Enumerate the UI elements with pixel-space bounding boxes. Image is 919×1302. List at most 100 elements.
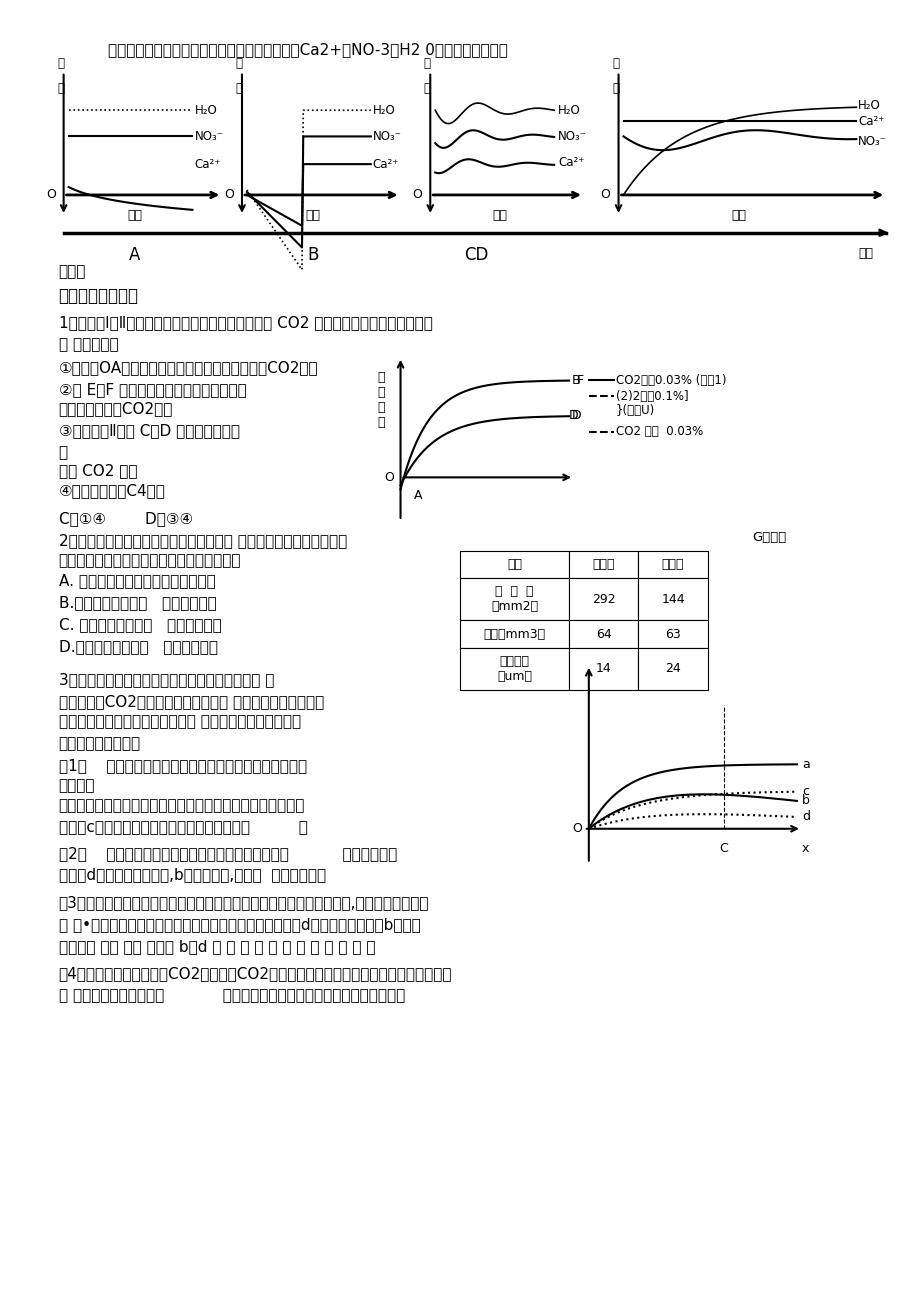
Text: 吸: 吸 bbox=[424, 57, 430, 70]
Text: 工程: 工程 bbox=[506, 559, 521, 572]
Bar bbox=[638, 578, 707, 620]
Text: 144: 144 bbox=[661, 592, 684, 605]
Text: 吸: 吸 bbox=[611, 57, 618, 70]
Bar bbox=[638, 620, 707, 648]
Text: O: O bbox=[46, 189, 56, 202]
Text: H₂O: H₂O bbox=[194, 104, 217, 117]
Text: 收: 收 bbox=[235, 82, 243, 95]
Text: 越 大•若右图表示叶面积（横坐标表示）与光合作用（曲线d）和呼吸用（曲线b）两个: 越 大•若右图表示叶面积（横坐标表示）与光合作用（曲线d）和呼吸用（曲线b）两个 bbox=[59, 918, 420, 932]
Text: 时间: 时间 bbox=[128, 208, 142, 221]
Text: （4）如果右图横坐标代表CO2的含量，CO2的含量影响光合作用主要是影响的产生，此时: （4）如果右图横坐标代表CO2的含量，CO2的含量影响光合作用主要是影响的产生，… bbox=[59, 966, 451, 980]
Text: NO₃⁻: NO₃⁻ bbox=[372, 130, 402, 143]
Text: B: B bbox=[572, 374, 580, 387]
Text: 光照强度、CO2的含量，温度等；其内 部因素有酶的活性、色: 光照强度、CO2的含量，温度等；其内 部因素有酶的活性、色 bbox=[59, 694, 323, 708]
Text: 是（）: 是（） bbox=[59, 264, 86, 280]
Text: Ca²⁺: Ca²⁺ bbox=[372, 158, 399, 171]
Text: 时间: 时间 bbox=[731, 208, 745, 221]
Text: 光
合
速
率: 光 合 速 率 bbox=[377, 371, 384, 430]
Text: D.乙型叶生长在夏季   增强蒸腾作用: D.乙型叶生长在夏季 增强蒸腾作用 bbox=[59, 639, 218, 654]
Text: O: O bbox=[384, 471, 394, 484]
Bar bbox=[460, 648, 568, 690]
Text: F: F bbox=[576, 374, 584, 387]
Text: 因素回答下列问题：: 因素回答下列问题： bbox=[59, 737, 141, 751]
Text: ④植物很可能是C4植物: ④植物很可能是C4植物 bbox=[59, 483, 165, 499]
Text: B: B bbox=[307, 246, 319, 263]
Text: C: C bbox=[719, 841, 728, 854]
Text: 素的数量、五碳化合物的含量等。 根据右图影响光合作用的: 素的数量、五碳化合物的含量等。 根据右图影响光合作用的 bbox=[59, 715, 301, 729]
Text: 不同的植物，其叶型数据如下表。试推断（）: 不同的植物，其叶型数据如下表。试推断（） bbox=[59, 553, 241, 569]
Text: 63: 63 bbox=[664, 628, 680, 641]
Text: 重要生理 过程 的关 系，则 b、d 两 条 曲 线 所 围 成 的 部 分 表 示: 重要生理 过程 的关 系，则 b、d 两 条 曲 线 所 围 成 的 部 分 表… bbox=[59, 939, 375, 954]
Text: c: c bbox=[801, 785, 808, 798]
Text: 内 部限制性因素最可能是            。显微镜下观察某植物叶的横切片，发现维管: 内 部限制性因素最可能是 。显微镜下观察某植物叶的横切片，发现维管 bbox=[59, 988, 404, 1003]
Text: 体积（mm3）: 体积（mm3） bbox=[482, 628, 545, 641]
Text: 时间: 时间 bbox=[857, 246, 873, 259]
Text: 3、绿色植物光合作用的影响因素是多方面的，其 外: 3、绿色植物光合作用的影响因素是多方面的，其 外 bbox=[59, 672, 274, 687]
Text: O: O bbox=[572, 823, 581, 836]
Text: H₂O: H₂O bbox=[372, 104, 395, 117]
Text: 表皮厚度
（um）: 表皮厚度 （um） bbox=[496, 655, 531, 682]
Text: H₂O: H₂O bbox=[857, 99, 880, 112]
Text: 要是影响: 要是影响 bbox=[59, 779, 95, 793]
Text: A. 甲型叶生长在春季，利于光合作用: A. 甲型叶生长在春季，利于光合作用 bbox=[59, 573, 215, 589]
Bar bbox=[638, 551, 707, 578]
Text: }(植物U): }(植物U) bbox=[615, 405, 654, 418]
Text: NO₃⁻: NO₃⁻ bbox=[194, 130, 223, 143]
Text: 叶恢复正常。下面是施肥后根尖成熟区细胞吸收Ca2+、NO-3和H2 0的示意图，正确的: 叶恢复正常。下面是施肥后根尖成熟区细胞吸收Ca2+、NO-3和H2 0的示意图，… bbox=[108, 42, 507, 57]
Text: 素是 CO2 浓度: 素是 CO2 浓度 bbox=[59, 464, 137, 478]
Text: 表  面  积
（mm2）: 表 面 积 （mm2） bbox=[491, 586, 538, 613]
Text: 64: 64 bbox=[596, 628, 611, 641]
Text: D: D bbox=[568, 409, 578, 422]
Text: ③影响植物Ⅱ出现 C、D 两点差异的主要: ③影响植物Ⅱ出现 C、D 两点差异的主要 bbox=[59, 423, 240, 439]
Text: C. 甲型叶生长在夏季   降低蒸腾作用: C. 甲型叶生长在夏季 降低蒸腾作用 bbox=[59, 617, 221, 633]
Text: 24: 24 bbox=[664, 663, 680, 676]
Text: CO2 浓度  0.03%: CO2 浓度 0.03% bbox=[615, 426, 702, 439]
Text: （1）    如果右图横坐标代表光照强度，其影响光合速率主: （1） 如果右图横坐标代表光照强度，其影响光合速率主 bbox=[59, 758, 306, 773]
Text: （2）    如果右图横坐标代表温度，温度主要通过影响           来影响光合速: （2） 如果右图横坐标代表温度，温度主要通过影响 来影响光合速 bbox=[59, 846, 396, 861]
Text: (2)2浓度0.1%]: (2)2浓度0.1%] bbox=[615, 389, 687, 402]
Text: O: O bbox=[412, 189, 422, 202]
Text: Ca²⁺: Ca²⁺ bbox=[194, 158, 221, 171]
Text: CO2浓度0.03% (植物1): CO2浓度0.03% (植物1) bbox=[615, 374, 725, 387]
Text: 阶段，此时内部限制性因素最可能是。若阴生植物的光合作用: 阶段，此时内部限制性因素最可能是。若阴生植物的光合作用 bbox=[59, 798, 305, 812]
Bar bbox=[568, 578, 638, 620]
Text: G光强度: G光强度 bbox=[752, 531, 786, 544]
Text: x: x bbox=[800, 841, 808, 854]
Text: 时间: 时间 bbox=[305, 208, 321, 221]
Text: 收: 收 bbox=[424, 82, 430, 95]
Bar bbox=[460, 578, 568, 620]
Text: NO₃⁻: NO₃⁻ bbox=[558, 130, 586, 143]
Text: d: d bbox=[801, 810, 809, 823]
Text: a: a bbox=[801, 758, 809, 771]
Text: O: O bbox=[224, 189, 233, 202]
Text: 速率的因素只有CO2浓度: 速率的因素只有CO2浓度 bbox=[59, 401, 173, 417]
Bar bbox=[460, 551, 568, 578]
Text: O: O bbox=[600, 189, 610, 202]
Text: 292: 292 bbox=[591, 592, 615, 605]
Text: 14: 14 bbox=[596, 663, 611, 676]
Text: A: A bbox=[130, 246, 141, 263]
Text: 因: 因 bbox=[59, 445, 68, 461]
Text: Ca²⁺: Ca²⁺ bbox=[857, 115, 884, 128]
Bar bbox=[638, 648, 707, 690]
Text: H₂O: H₂O bbox=[558, 104, 580, 117]
Text: 收: 收 bbox=[57, 82, 64, 95]
Bar bbox=[568, 551, 638, 578]
Text: 乙型叶: 乙型叶 bbox=[661, 559, 684, 572]
Text: 率。若d曲线表示干物质量,b表示呼吸量,则图中  表示光合作用: 率。若d曲线表示干物质量,b表示呼吸量,则图中 表示光合作用 bbox=[59, 867, 325, 883]
Text: 吸: 吸 bbox=[235, 57, 243, 70]
Text: 吸: 吸 bbox=[57, 57, 64, 70]
Text: （3）叶面积指数是指单位土地面积上植物的总叶面积。叶面积指数越大,叶片交错重叠程度: （3）叶面积指数是指单位土地面积上植物的总叶面积。叶面积指数越大,叶片交错重叠程… bbox=[59, 896, 428, 910]
Bar bbox=[568, 648, 638, 690]
Text: 正 确的是（）: 正 确的是（） bbox=[59, 337, 119, 352]
Text: 曲线为c，则阳生植物的光合作用曲线最可能是          。: 曲线为c，则阳生植物的光合作用曲线最可能是 。 bbox=[59, 820, 307, 835]
Text: C、①④        D、③④: C、①④ D、③④ bbox=[59, 510, 193, 526]
Bar bbox=[460, 620, 568, 648]
Text: D: D bbox=[572, 409, 581, 422]
Text: Ca²⁺: Ca²⁺ bbox=[558, 156, 584, 169]
Text: NO₃⁻: NO₃⁻ bbox=[857, 135, 887, 148]
Text: 1、下图为Ⅰ、Ⅱ两种植物光合作用强度与光照强度和 CO2 浓度的关系示意图，有关叙述: 1、下图为Ⅰ、Ⅱ两种植物光合作用强度与光照强度和 CO2 浓度的关系示意图，有关… bbox=[59, 315, 432, 331]
Bar bbox=[568, 620, 638, 648]
Text: 2、某个春季低温潮湿、夏季高温干旱的地 区生长着一种春、夏季叶型: 2、某个春季低温潮湿、夏季高温干旱的地 区生长着一种春、夏季叶型 bbox=[59, 533, 346, 548]
Text: ①在曲线OA段，两种植物光合速率的限制因素是CO2浓度: ①在曲线OA段，两种植物光合速率的限制因素是CO2浓度 bbox=[59, 359, 318, 375]
